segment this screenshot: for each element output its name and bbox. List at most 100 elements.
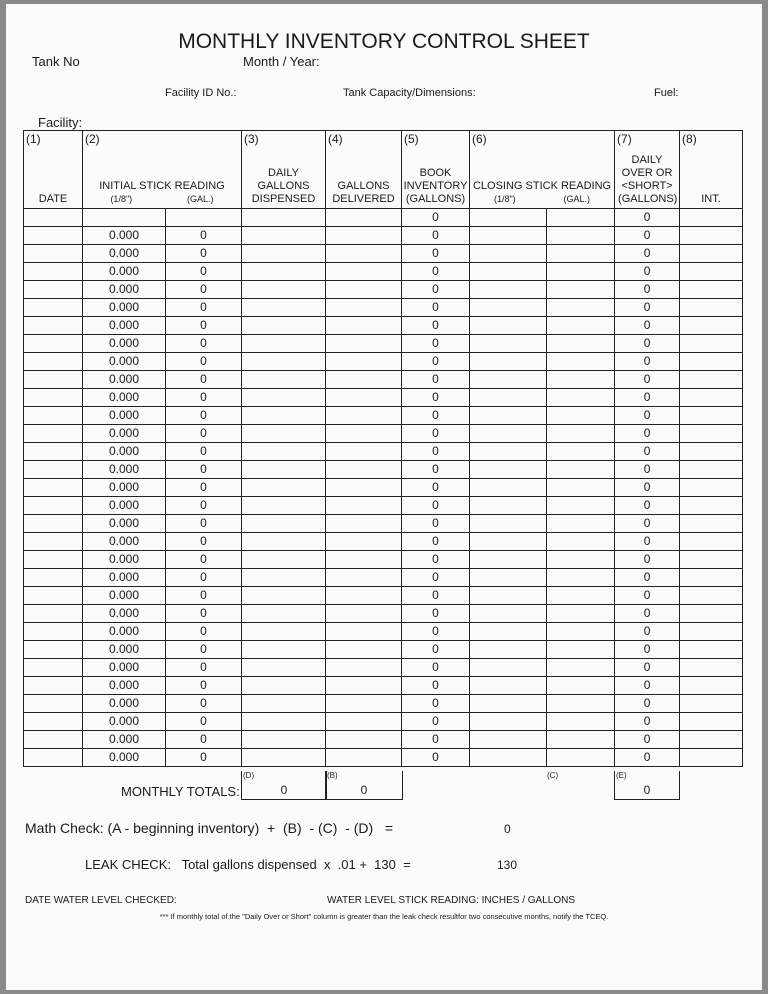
table-cell[interactable]: 0 xyxy=(401,568,471,587)
table-cell[interactable] xyxy=(325,568,403,587)
table-cell[interactable] xyxy=(325,208,403,227)
table-cell[interactable]: 0 xyxy=(614,442,681,461)
table-cell[interactable] xyxy=(23,424,83,443)
table-cell[interactable] xyxy=(241,640,327,659)
table-cell[interactable] xyxy=(325,352,403,371)
table-cell[interactable] xyxy=(679,352,744,371)
table-cell[interactable] xyxy=(241,694,327,713)
table-cell[interactable]: 0 xyxy=(614,298,681,317)
table-cell[interactable] xyxy=(325,370,403,389)
table-cell[interactable] xyxy=(23,316,83,335)
table-cell[interactable] xyxy=(325,334,403,353)
table-cell[interactable] xyxy=(23,370,83,389)
table-cell[interactable]: 0 xyxy=(164,406,243,425)
table-cell[interactable] xyxy=(469,244,548,263)
table-cell[interactable]: 0 xyxy=(614,748,681,767)
table-cell[interactable] xyxy=(546,352,616,371)
table-cell[interactable] xyxy=(325,712,403,731)
table-cell[interactable] xyxy=(679,460,744,479)
table-cell[interactable] xyxy=(679,640,744,659)
table-cell[interactable]: 0 xyxy=(401,352,471,371)
table-cell[interactable]: 0 xyxy=(164,280,243,299)
table-cell[interactable]: 0 xyxy=(164,352,243,371)
table-cell[interactable] xyxy=(469,370,548,389)
table-cell[interactable]: 0 xyxy=(614,478,681,497)
table-cell[interactable] xyxy=(469,532,548,551)
table-cell[interactable] xyxy=(241,568,327,587)
table-cell[interactable] xyxy=(325,406,403,425)
table-cell[interactable] xyxy=(679,424,744,443)
table-cell[interactable] xyxy=(469,424,548,443)
table-cell[interactable] xyxy=(469,586,548,605)
table-cell[interactable] xyxy=(679,208,744,227)
table-cell[interactable] xyxy=(241,370,327,389)
table-cell[interactable]: 0 xyxy=(401,208,471,227)
table-cell[interactable]: 0 xyxy=(401,424,471,443)
table-cell[interactable]: 0 xyxy=(401,532,471,551)
table-cell[interactable] xyxy=(325,730,403,749)
table-cell[interactable] xyxy=(241,316,327,335)
table-cell[interactable]: 0 xyxy=(401,226,471,245)
table-cell[interactable]: 0.000 xyxy=(82,712,166,731)
table-cell[interactable] xyxy=(325,496,403,515)
table-cell[interactable]: 0 xyxy=(614,280,681,299)
table-cell[interactable]: 0.000 xyxy=(82,280,166,299)
table-cell[interactable] xyxy=(546,334,616,353)
table-cell[interactable] xyxy=(325,226,403,245)
table-cell[interactable] xyxy=(546,568,616,587)
table-cell[interactable] xyxy=(23,532,83,551)
table-cell[interactable] xyxy=(325,658,403,677)
table-cell[interactable]: 0 xyxy=(164,730,243,749)
table-cell[interactable]: 0 xyxy=(401,712,471,731)
table-cell[interactable]: 0.000 xyxy=(82,352,166,371)
table-cell[interactable] xyxy=(23,676,83,695)
table-cell[interactable]: 0 xyxy=(401,388,471,407)
table-cell[interactable]: 0 xyxy=(614,712,681,731)
table-cell[interactable]: 0 xyxy=(614,514,681,533)
table-cell[interactable] xyxy=(241,334,327,353)
table-cell[interactable]: 0 xyxy=(401,658,471,677)
table-cell[interactable] xyxy=(469,730,548,749)
table-cell[interactable]: 0 xyxy=(401,478,471,497)
table-cell[interactable] xyxy=(546,730,616,749)
table-cell[interactable] xyxy=(325,478,403,497)
table-cell[interactable]: 0 xyxy=(164,370,243,389)
table-cell[interactable]: 0 xyxy=(614,316,681,335)
table-cell[interactable] xyxy=(546,262,616,281)
table-cell[interactable] xyxy=(679,334,744,353)
table-cell[interactable] xyxy=(469,604,548,623)
table-cell[interactable] xyxy=(469,640,548,659)
table-cell[interactable] xyxy=(546,280,616,299)
table-cell[interactable] xyxy=(23,388,83,407)
table-cell[interactable]: 0 xyxy=(401,550,471,569)
table-cell[interactable] xyxy=(325,694,403,713)
table-cell[interactable]: 0 xyxy=(401,676,471,695)
table-cell[interactable] xyxy=(325,640,403,659)
table-cell[interactable] xyxy=(546,478,616,497)
table-cell[interactable]: 0 xyxy=(614,730,681,749)
table-cell[interactable] xyxy=(546,658,616,677)
table-cell[interactable] xyxy=(23,298,83,317)
table-cell[interactable]: 0 xyxy=(164,748,243,767)
table-cell[interactable] xyxy=(82,208,166,227)
table-cell[interactable]: 0.000 xyxy=(82,496,166,515)
table-cell[interactable] xyxy=(469,334,548,353)
table-cell[interactable] xyxy=(469,226,548,245)
table-cell[interactable] xyxy=(546,550,616,569)
table-cell[interactable]: 0 xyxy=(164,298,243,317)
table-cell[interactable] xyxy=(679,280,744,299)
table-cell[interactable] xyxy=(679,478,744,497)
table-cell[interactable] xyxy=(23,568,83,587)
table-cell[interactable] xyxy=(23,694,83,713)
table-cell[interactable] xyxy=(546,712,616,731)
table-cell[interactable] xyxy=(679,730,744,749)
table-cell[interactable] xyxy=(241,442,327,461)
table-cell[interactable]: 0 xyxy=(614,658,681,677)
table-cell[interactable] xyxy=(679,514,744,533)
table-cell[interactable] xyxy=(546,244,616,263)
table-cell[interactable]: 0 xyxy=(164,244,243,263)
table-cell[interactable] xyxy=(546,694,616,713)
table-cell[interactable] xyxy=(23,496,83,515)
table-cell[interactable]: 0 xyxy=(164,586,243,605)
table-cell[interactable]: 0 xyxy=(614,550,681,569)
